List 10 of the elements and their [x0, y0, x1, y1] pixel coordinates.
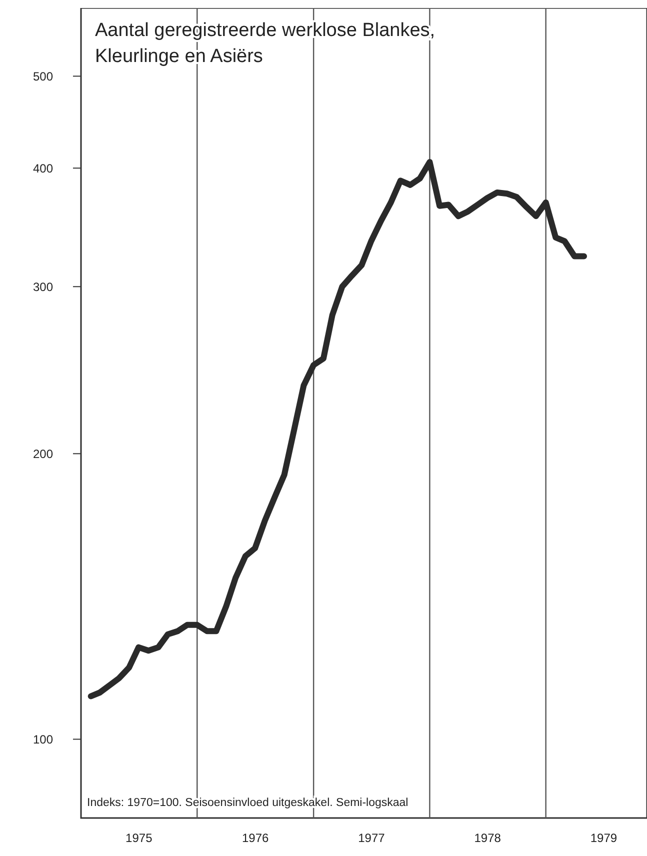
y-tick-label: 100: [32, 732, 54, 746]
x-tick-label: 1977: [358, 831, 386, 845]
y-tick-label: 300: [32, 280, 54, 294]
x-tick-label: 1976: [242, 831, 270, 845]
x-tick-label: 1979: [590, 831, 618, 845]
y-tick-label: 400: [32, 161, 54, 176]
y-tick-label: 200: [32, 446, 54, 461]
x-tick-label: 1978: [474, 831, 502, 845]
x-tick-label: 1975: [126, 831, 153, 845]
y-tick-label: 500: [32, 69, 54, 84]
